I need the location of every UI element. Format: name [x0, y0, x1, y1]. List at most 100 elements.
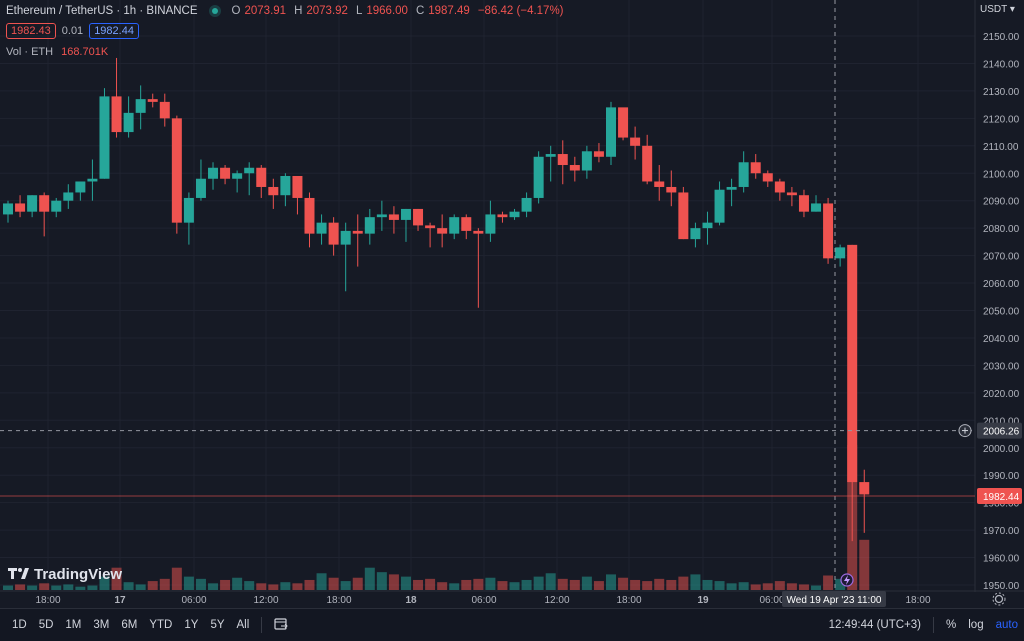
crosshair: 2006.26 1982.44 Wed 19 Apr '23 11:00 — [0, 0, 1022, 607]
range-all-button[interactable]: All — [236, 619, 250, 631]
range-6m-button[interactable]: 6M — [121, 619, 138, 631]
last-price-label: 1982.44 — [983, 492, 1020, 503]
candle — [280, 173, 291, 207]
range-5y-button[interactable]: 5Y — [210, 619, 225, 631]
candle — [859, 469, 870, 533]
candle — [220, 165, 231, 185]
volume-bar — [654, 578, 665, 590]
candle — [232, 170, 243, 193]
candle — [159, 93, 170, 127]
volume-bar — [606, 574, 616, 590]
candles — [3, 57, 870, 542]
volume-bar — [123, 582, 134, 590]
volume-bar — [726, 583, 737, 590]
candle — [762, 170, 773, 187]
volume-bar — [400, 576, 411, 590]
volume-bar — [171, 567, 182, 590]
gear-icon[interactable] — [992, 592, 1006, 606]
sell-button[interactable]: 1982.43 — [6, 23, 56, 39]
price-tick-label: 2100.00 — [983, 169, 1020, 180]
volume-bar — [99, 576, 110, 590]
crosshair-price-label: 2006.26 — [983, 427, 1020, 438]
range-ytd-button[interactable]: YTD — [149, 619, 173, 631]
toolbar-divider — [261, 617, 263, 633]
clock-timezone[interactable]: 12:49:44 (UTC+3) — [828, 619, 922, 631]
open-label: O — [231, 5, 241, 17]
volume-bar — [533, 576, 544, 590]
log-toggle[interactable]: log — [968, 619, 984, 631]
close-label: C — [415, 5, 425, 17]
time-tick-label: 06:00 — [759, 595, 784, 606]
time-tick-label: 17 — [114, 595, 126, 606]
percent-toggle[interactable]: % — [946, 619, 957, 631]
range-5d-button[interactable]: 5D — [38, 619, 54, 631]
candle — [437, 214, 448, 248]
candle — [593, 143, 604, 163]
candle — [606, 101, 616, 166]
volume-bar — [750, 584, 761, 590]
volume-bar — [280, 582, 291, 590]
goto-date-icon[interactable] — [268, 617, 294, 634]
candle — [147, 93, 158, 108]
time-tick-label: 18:00 — [905, 595, 930, 606]
range-1y-button[interactable]: 1Y — [184, 619, 199, 631]
price-axis[interactable]: 2150.00 2140.00 2130.00 2120.00 2110.00 2100.… — [974, 0, 1024, 608]
close-value: 1987.49 — [428, 5, 470, 17]
candle — [195, 159, 206, 201]
candle — [798, 189, 809, 218]
price-chart[interactable]: 2150.00 2140.00 2130.00 2120.00 2110.00 2100.… — [0, 0, 1024, 608]
volume-bar — [39, 583, 50, 590]
volume-bar — [497, 581, 508, 590]
volume-bar — [811, 585, 822, 590]
volume-bar — [232, 577, 243, 590]
candle — [521, 192, 532, 218]
volume-bar — [256, 583, 267, 590]
volume-bar — [762, 583, 773, 590]
price-tick-label: 2050.00 — [983, 307, 1020, 318]
volume-bar — [823, 575, 834, 590]
volume-bar — [195, 578, 206, 590]
candle — [340, 222, 351, 292]
candle — [256, 165, 267, 198]
currency-selector[interactable]: USDT ▾ — [980, 4, 1015, 15]
crosshair-time-badge — [782, 591, 886, 607]
volume-bar — [593, 581, 604, 590]
time-tick-label: 18:00 — [326, 595, 351, 606]
range-1m-button[interactable]: 1M — [65, 619, 82, 631]
tradingview-logo[interactable]: TradingView — [8, 566, 122, 583]
candle — [473, 228, 484, 308]
volume-bar — [509, 582, 520, 590]
candle — [545, 145, 556, 182]
time-tick-label: 12:00 — [544, 595, 569, 606]
candle — [27, 195, 38, 218]
candle — [847, 244, 858, 542]
change-value: −86.42 (−4.17%) — [477, 5, 564, 17]
price-tick-label: 2090.00 — [983, 197, 1020, 208]
volume-bars — [3, 445, 870, 590]
volume-label[interactable]: Vol · ETH — [6, 46, 54, 58]
price-tick-label: 2130.00 — [983, 87, 1020, 98]
volume-bar — [678, 576, 689, 590]
price-tick-label: 2080.00 — [983, 224, 1020, 235]
symbol-title[interactable]: Ethereum / TetherUS · 1h · BINANCE — [6, 5, 198, 17]
price-tick-label: 2070.00 — [983, 252, 1020, 263]
candle — [642, 134, 653, 185]
candle — [533, 151, 544, 204]
candle — [666, 170, 677, 207]
candle — [738, 151, 749, 193]
bottom-toolbar-right: 12:49:44 (UTC+3) % log auto — [823, 609, 1024, 641]
range-3m-button[interactable]: 3M — [93, 619, 110, 631]
buy-button[interactable]: 1982.44 — [89, 23, 139, 39]
range-1d-button[interactable]: 1D — [12, 619, 27, 631]
candle — [497, 211, 508, 223]
low-label: L — [355, 5, 363, 17]
volume-bar — [328, 577, 339, 590]
volume-bar — [786, 583, 797, 590]
lightning-event-icon[interactable] — [840, 573, 854, 587]
plus-circle-icon[interactable] — [958, 424, 972, 438]
candle — [485, 200, 496, 242]
time-tick-label: 12:00 — [253, 595, 278, 606]
volume-bar — [268, 584, 279, 590]
auto-scale-toggle[interactable]: auto — [995, 619, 1018, 631]
candle — [316, 214, 327, 245]
